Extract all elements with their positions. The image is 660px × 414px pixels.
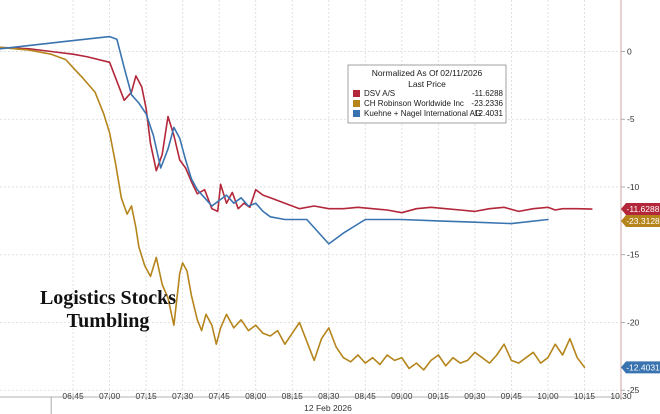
x-tick-label: 09:00 — [391, 391, 413, 401]
x-tick-label: 08:15 — [282, 391, 304, 401]
y-tick-label: 0 — [627, 46, 632, 56]
last-value-badge — [621, 215, 660, 228]
legend-series-name: Kuehne + Nagel International AG — [364, 109, 481, 118]
y-tick-label: -15 — [627, 250, 640, 260]
last-value-badges: -11.6288 -23.3128 -12.4031 — [621, 203, 660, 374]
legend-series-name: CH Robinson Worldwide Inc — [364, 99, 464, 108]
legend-box — [347, 64, 507, 124]
x-tick-label: 06:45 — [62, 391, 84, 401]
series-line-2 — [0, 46, 586, 371]
legend-header-line-2: Last Price — [408, 79, 446, 89]
y-tick-label: -5 — [627, 114, 635, 124]
chart-grid — [0, 0, 622, 397]
x-tick-label: 09:30 — [464, 391, 486, 401]
y-tick-label: -10 — [627, 182, 640, 192]
legend-swatch — [353, 110, 360, 117]
x-tick-label: 09:45 — [501, 391, 523, 401]
annotation-line-2: Tumbling — [67, 310, 150, 332]
x-tick-label: 10:15 — [574, 391, 596, 401]
legend-swatch — [353, 90, 360, 97]
last-value-badge — [621, 361, 660, 374]
legend: Normalized As Of 02/11/2026 Last Price D… — [347, 64, 507, 124]
chart-axes: 0 -5 -10 -15 -20 -25 06:45 07:00 07:15 07:30 07:45… — [0, 0, 640, 414]
chart-series — [0, 35, 593, 371]
legend-series-value: -23.2336 — [471, 99, 503, 108]
x-tick-label: 07:00 — [99, 391, 121, 401]
legend-swatch — [353, 100, 360, 107]
last-value-badge — [621, 203, 660, 216]
y-tick-label: -20 — [627, 317, 640, 327]
last-value-label: -23.3128 — [626, 216, 660, 226]
last-value-label: -11.6288 — [627, 204, 660, 214]
x-tick-label: 07:45 — [209, 391, 231, 401]
x-tick-label: 09:15 — [428, 391, 450, 401]
x-tick-label: 08:00 — [245, 391, 267, 401]
x-tick-label: 07:30 — [172, 391, 194, 401]
legend-series-value: -11.6288 — [472, 89, 504, 98]
x-tick-label: 10:00 — [537, 391, 559, 401]
legend-header-line-1: Normalized As Of 02/11/2026 — [372, 68, 483, 78]
x-tick-label: 08:45 — [355, 391, 377, 401]
y-tick-label: -25 — [627, 385, 640, 395]
chart-annotation: Logistics Stocks Tumbling — [40, 287, 176, 332]
date-label: 12 Feb 2026 — [304, 403, 352, 413]
legend-series-name: DSV A/S — [364, 89, 395, 98]
x-tick-label: 08:30 — [318, 391, 340, 401]
series-line-3 — [0, 35, 549, 245]
legend-series-value: -12.4031 — [471, 109, 503, 118]
last-value-label: -12.4031 — [626, 362, 660, 372]
annotation-line-1: Logistics Stocks — [40, 287, 176, 309]
x-tick-label: 07:15 — [135, 391, 157, 401]
series-line-1 — [0, 46, 593, 214]
legend-entries: DSV A/S -11.6288 CH Robinson Worldwide Inc… — [353, 89, 504, 118]
